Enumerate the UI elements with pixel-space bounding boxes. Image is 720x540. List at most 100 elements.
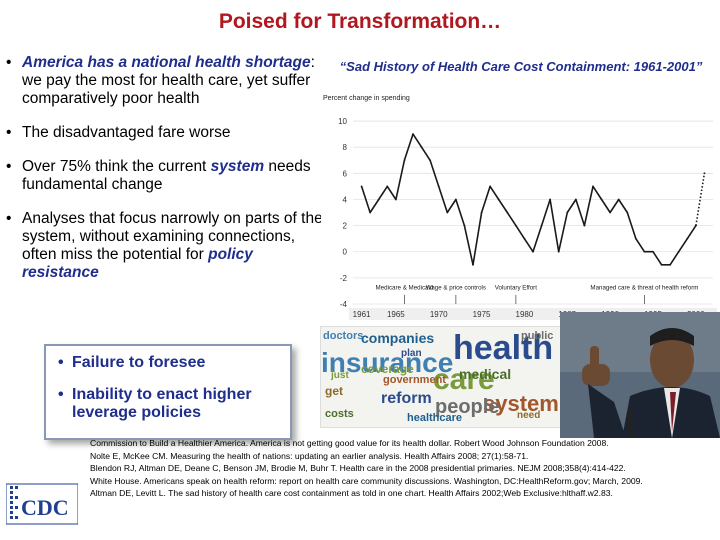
data-point [652,250,654,253]
reference-item: Commission to Build a Healthier America.… [90,438,609,448]
wordcloud-word: reform [381,390,432,407]
bullet-dot: • [6,54,12,71]
x-tick-label: 1970 [430,310,448,319]
wordcloud-word: health [453,329,554,367]
data-point [403,159,406,162]
callout-item: • Inability to enact higher leverage pol… [46,386,290,422]
speaker-photo [560,312,720,438]
data-point [377,198,380,201]
annotation-label: Medicare & Medicaid [376,285,434,292]
data-point [540,224,543,227]
data-point [497,198,500,201]
y-tick-label: 10 [338,117,347,126]
data-point [600,198,603,201]
data-point [609,211,612,214]
annotation-label: Voluntary Effort [495,285,537,292]
data-point [566,211,569,214]
bullet-dot: • [58,386,64,403]
wordcloud-word: costs [325,408,354,420]
wordcloud-word: care [433,363,495,396]
x-tick-label: 1975 [473,310,491,319]
x-tick-label: 1965 [387,310,405,319]
callout-item: • Failure to foresee [46,354,290,372]
bullet-text: Analyses that focus narrowly on parts of… [22,210,323,263]
data-point [617,198,620,201]
wordcloud-word: get [325,384,343,398]
data-point [532,250,534,253]
x-tick-label: 1980 [516,310,534,319]
data-point [669,263,672,266]
chart-title: “Sad History of Health Care Cost Contain… [339,59,703,74]
bullet-emphasis: policy resistance [22,246,253,281]
word-cloud-image: health care insurance system people medical co… [320,326,562,428]
data-point [626,211,629,214]
references: Commission to Build a Healthier America.… [90,437,720,500]
wordcloud-word: doctors [323,330,364,342]
wordcloud-word: system [483,391,559,416]
wordcloud-word: just [331,370,349,381]
bullet-item: • Over 75% think the current system need… [6,158,326,194]
data-point [523,237,526,240]
data-point [480,211,483,214]
y-tick-label: 4 [343,195,348,204]
bullet-emphasis: system [210,158,265,175]
annotation-label: Managed care & threat of health reform [590,285,698,292]
wordcloud-word: government [383,374,446,386]
reference-item: Nolte E, McKee CM. Measuring the health … [90,450,529,461]
reference-item: Altman DE, Levitt L. The sad history of … [90,488,613,499]
bullet-dot: • [6,124,12,141]
data-point [429,159,432,162]
data-point [472,263,474,266]
wordcloud-word: plan [401,348,422,359]
data-point [514,224,517,227]
bullet-item: • The disadvantaged fare worse [6,124,326,142]
wordcloud-word: insurance [321,347,454,378]
data-point [592,185,594,188]
data-point [437,185,440,188]
wordcloud-word: public [521,330,554,342]
data-point [677,250,680,253]
data-point [634,237,637,240]
reference-item: Blendon RJ, Altman DE, Deane C, Benson J… [90,463,626,474]
data-point [489,185,492,188]
y-tick-label: 8 [343,143,348,152]
wordcloud-word: need [517,410,541,421]
data-point [574,198,577,201]
x-tick-label: 1961 [353,310,371,319]
wordcloud-word: coverage [361,362,414,376]
bullet-text: Over 75% think the current [22,158,211,175]
y-tick-label: 2 [343,222,348,231]
data-point [506,211,509,214]
bullet-dot: • [6,210,12,227]
data-point [420,146,423,149]
bullet-text: The disadvantaged fare worse [22,124,231,141]
data-point [412,133,414,136]
data-point [394,198,397,201]
bullet-dot: • [58,354,64,371]
wordcloud-word: companies [361,330,435,346]
cdc-logo: CDC [5,482,79,526]
bullet-emphasis: America has a national health shortage [22,54,311,71]
reference-item: White House. Americans speak on health r… [90,475,643,486]
data-point [703,172,706,175]
wordcloud-word: medical [459,366,512,382]
annotation-label: Wage & price controls [426,285,486,292]
bullet-dot: • [6,158,12,175]
y-tick-label: 6 [343,169,348,178]
callout-text: Inability to enact higher leverage polic… [72,386,252,421]
y-tick-label: 0 [343,248,348,257]
chart-background [321,92,720,324]
data-point [694,224,697,227]
spending-line [360,133,697,266]
data-point [549,198,552,201]
cost-containment-chart: Percent change in spending -4 -2 0 2 4 6 8 10 19… [321,92,720,324]
data-point [660,263,663,266]
wordcloud-word: people [435,396,500,418]
data-point [360,185,363,188]
bullet-text: needs fundamental change [22,158,311,193]
wordcloud-word: healthcare [407,412,463,424]
bullet-list: • America has a national health shortage… [6,54,326,298]
data-point [386,185,389,188]
data-point [369,211,372,214]
data-point [463,224,466,227]
